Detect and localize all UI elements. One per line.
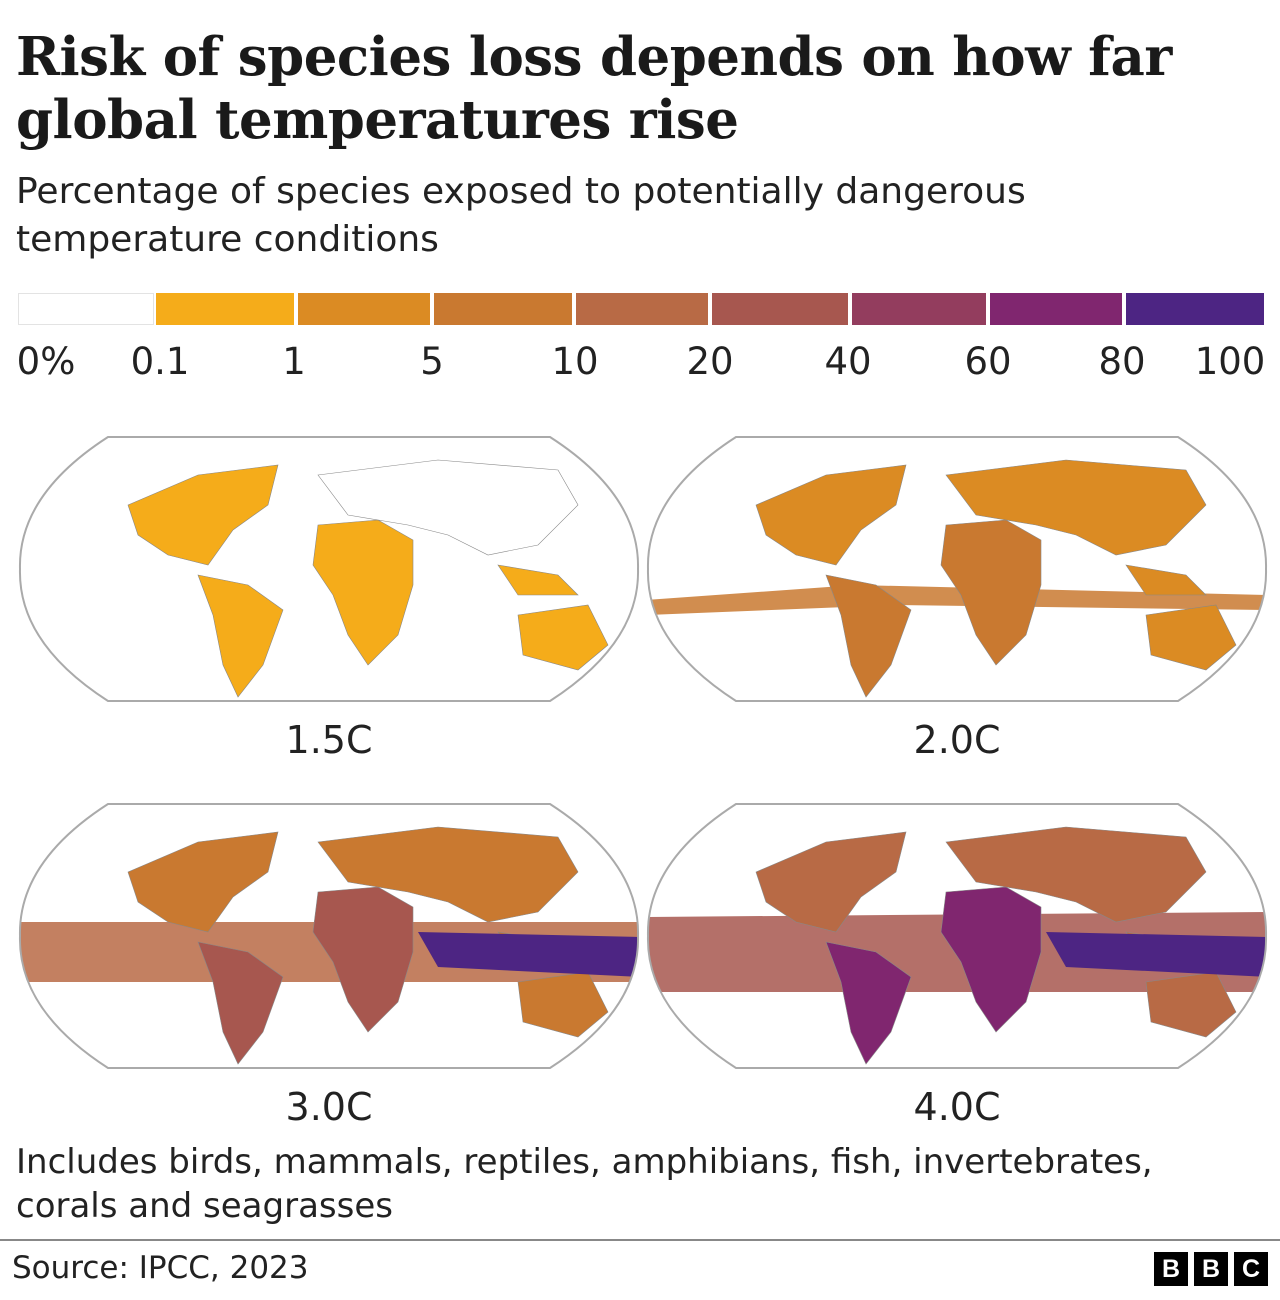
map-label: 3.0C [285, 1085, 373, 1129]
legend-swatch [852, 293, 986, 325]
land-region [312, 519, 414, 666]
legend-label: 40 [824, 340, 872, 383]
source: Source: IPCC, 2023 [12, 1250, 309, 1286]
map-outline [646, 803, 1268, 1069]
legend-swatch [156, 293, 294, 325]
land-region [197, 574, 284, 698]
legend-label: 10 [551, 340, 599, 383]
map-outline [646, 436, 1268, 702]
land-region [317, 459, 579, 556]
land-region [1125, 564, 1207, 596]
legend-swatch [712, 293, 848, 325]
land-region [755, 831, 907, 933]
high-exposure-region [418, 932, 639, 977]
map-outline [18, 436, 640, 702]
land-region [317, 826, 579, 923]
land-region [945, 826, 1207, 923]
map-label: 1.5C [285, 718, 373, 762]
land-region [312, 886, 414, 1033]
legend-label: 60 [964, 340, 1012, 383]
legend-swatch [1126, 293, 1264, 325]
world-map [646, 803, 1268, 1069]
map-outline [18, 803, 640, 1069]
legend-swatch [434, 293, 572, 325]
legend-swatch [990, 293, 1122, 325]
logo-letter: B [1194, 1252, 1228, 1286]
ocean-exposure-band [647, 585, 1267, 615]
map-label: 2.0C [913, 718, 1001, 762]
logo-letter: C [1234, 1252, 1268, 1286]
land-region [825, 574, 912, 698]
legend-label: 0.1 [130, 340, 190, 383]
legend-swatch [298, 293, 430, 325]
chart-title: Risk of species loss depends on how far … [16, 26, 1172, 151]
footnote: Includes birds, mammals, reptiles, amphi… [16, 1142, 1153, 1226]
world-map [646, 436, 1268, 702]
chart-subtitle: Percentage of species exposed to potenti… [16, 171, 1026, 260]
legend-label: 80 [1098, 340, 1146, 383]
divider [0, 1239, 1280, 1241]
legend-label: 100 [1194, 340, 1266, 383]
land-region [940, 886, 1042, 1033]
legend-swatch [576, 293, 708, 325]
land-region [755, 464, 907, 566]
land-region [940, 519, 1042, 666]
world-map [18, 803, 640, 1069]
bbc-logo: B B C [1154, 1252, 1268, 1286]
logo-letter: B [1154, 1252, 1188, 1286]
land-region [127, 464, 279, 566]
land-region [945, 459, 1207, 556]
legend-swatch [18, 293, 154, 325]
legend-label: 1 [282, 340, 306, 383]
legend-label: 0% [16, 340, 76, 383]
land-region [197, 941, 284, 1065]
world-map [18, 436, 640, 702]
high-exposure-region [1046, 932, 1267, 977]
land-region [1145, 604, 1237, 671]
legend-label: 20 [686, 340, 734, 383]
land-region [825, 941, 912, 1065]
land-region [497, 564, 579, 596]
land-region [127, 831, 279, 933]
map-label: 4.0C [913, 1085, 1001, 1129]
legend-label: 5 [420, 340, 444, 383]
land-region [517, 604, 609, 671]
